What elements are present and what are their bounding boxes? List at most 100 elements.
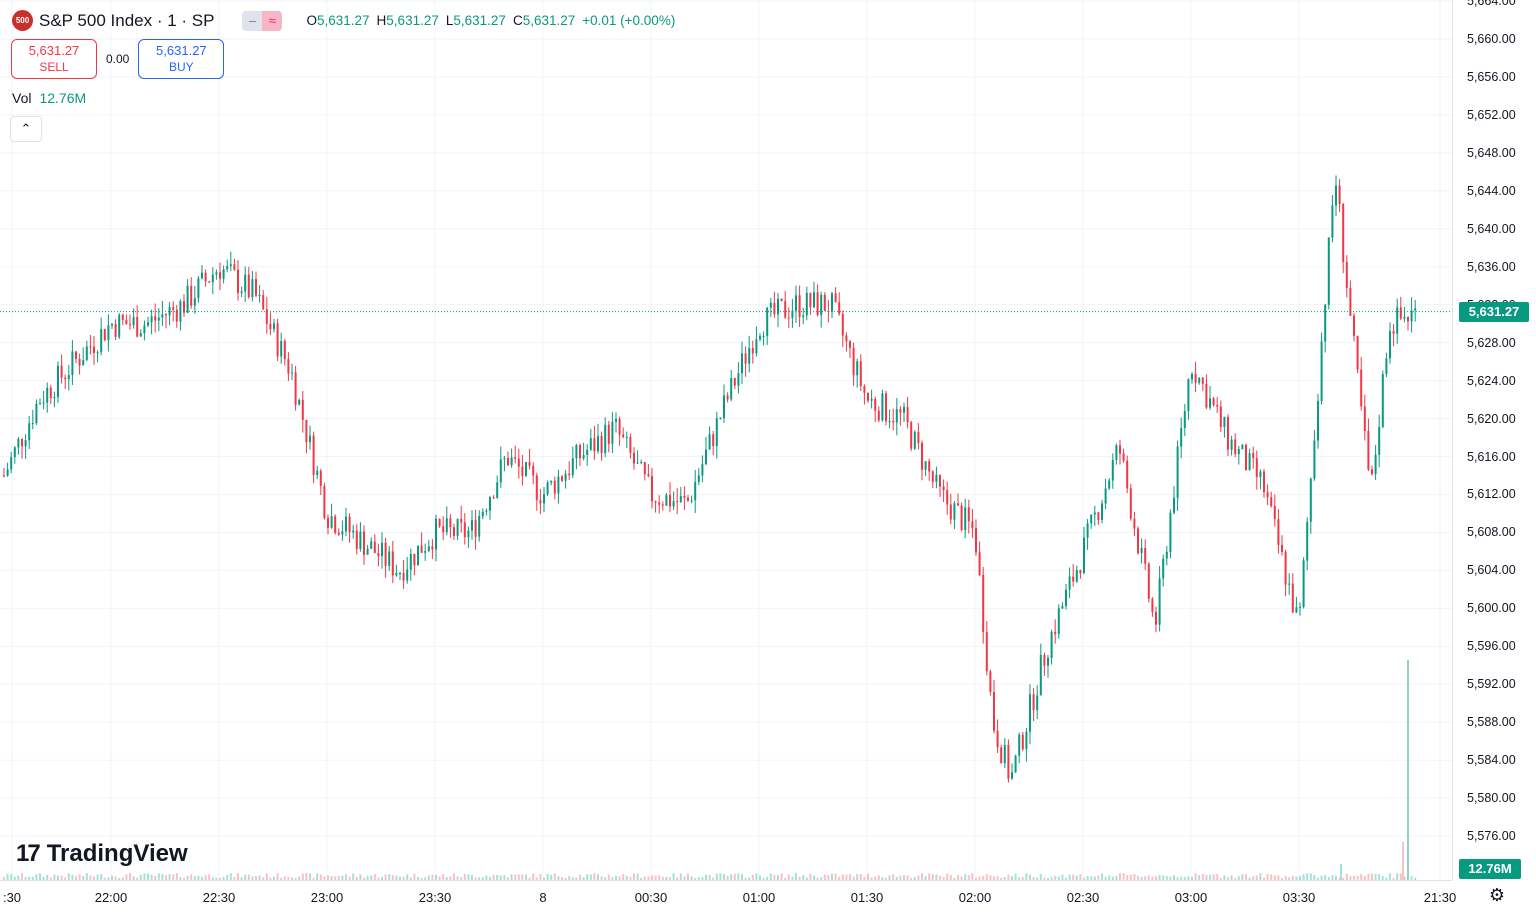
volume-bar bbox=[1025, 873, 1028, 880]
volume-bar bbox=[762, 877, 765, 880]
gear-icon[interactable]: ⚙ bbox=[1488, 884, 1506, 905]
candle-body bbox=[1374, 454, 1377, 475]
time-axis[interactable]: :30 22:00 22:30 23:00 23:30 8 00:30 01:00 01:30 0… bbox=[0, 880, 1456, 917]
sell-button[interactable]: 5,631.27 SELL bbox=[11, 39, 97, 79]
volume-bar bbox=[751, 874, 754, 880]
volume-bar bbox=[870, 877, 873, 880]
volume-bar bbox=[975, 877, 977, 880]
collapse-legend-button[interactable]: ⌃ bbox=[10, 116, 42, 142]
candle-body bbox=[813, 292, 815, 308]
candle-body bbox=[298, 399, 301, 405]
candle-body bbox=[456, 518, 459, 536]
candle-body bbox=[150, 316, 153, 323]
candle-body bbox=[129, 324, 131, 326]
volume-bar bbox=[1392, 877, 1395, 880]
volume-legend[interactable]: Vol 12.76M bbox=[12, 90, 86, 106]
symbol-logo-icon[interactable]: 500 bbox=[12, 10, 33, 31]
candle-body bbox=[1000, 747, 1003, 764]
volume-bar bbox=[813, 875, 815, 880]
candle-body bbox=[525, 462, 527, 476]
volume-bar bbox=[402, 876, 405, 880]
volume-bar bbox=[312, 877, 315, 880]
candle-body bbox=[1234, 439, 1237, 455]
candle-body bbox=[355, 530, 358, 549]
candle-body bbox=[589, 438, 592, 450]
price-tick-label: 5,608.00 bbox=[1467, 525, 1516, 540]
candle-body bbox=[1039, 654, 1042, 696]
volume-bar bbox=[1129, 874, 1132, 880]
candle-body bbox=[607, 424, 610, 444]
volume-bar bbox=[611, 877, 614, 880]
candle-body bbox=[1245, 444, 1247, 471]
volume-bar bbox=[283, 876, 286, 880]
candle-body bbox=[1291, 583, 1294, 613]
minus-icon[interactable]: – bbox=[242, 10, 263, 31]
visibility-toggle-group[interactable]: – ≈ bbox=[242, 10, 283, 31]
candle-body bbox=[838, 302, 841, 314]
volume-bar bbox=[550, 874, 553, 880]
volume-bar bbox=[622, 874, 625, 880]
volume-bar bbox=[1317, 877, 1319, 880]
volume-bar bbox=[229, 873, 232, 880]
candle-body bbox=[1378, 426, 1381, 455]
volume-bar bbox=[1097, 875, 1100, 880]
volume-bar bbox=[190, 874, 193, 880]
tradingview-logo[interactable]: 17 TradingView bbox=[16, 840, 188, 868]
candle-body bbox=[737, 373, 740, 386]
volume-bar bbox=[1119, 873, 1121, 880]
candle-body bbox=[1306, 521, 1309, 561]
candle-body bbox=[1111, 460, 1114, 481]
candle-body bbox=[49, 387, 52, 399]
ohlc-values: O5,631.27 H5,631.27 L5,631.27 C5,631.27 … bbox=[306, 13, 675, 28]
volume-bar bbox=[1227, 877, 1229, 880]
candlestick-chart[interactable] bbox=[0, 0, 1452, 880]
candle-body bbox=[1259, 471, 1262, 477]
volume-bar bbox=[233, 876, 236, 880]
candle-body bbox=[1270, 497, 1273, 507]
volume-bar bbox=[1043, 877, 1046, 880]
volume-bar bbox=[53, 874, 56, 880]
buy-button[interactable]: 5,631.27 BUY bbox=[138, 39, 225, 79]
candle-body bbox=[1090, 514, 1093, 524]
volume-bar bbox=[1327, 876, 1330, 880]
candle-body bbox=[215, 272, 218, 275]
volume-bar bbox=[269, 877, 272, 880]
candle-body bbox=[535, 475, 538, 501]
candle-body bbox=[499, 459, 502, 483]
candle-body bbox=[917, 431, 920, 443]
candle-body bbox=[363, 531, 365, 555]
candle-body bbox=[172, 307, 175, 310]
candle-body bbox=[258, 294, 261, 296]
candle-body bbox=[438, 518, 441, 527]
volume-bar bbox=[1054, 875, 1057, 880]
volume-bar bbox=[1381, 875, 1384, 880]
volume-bar bbox=[1176, 877, 1179, 880]
candle-body bbox=[251, 279, 254, 298]
candle-body bbox=[582, 455, 585, 459]
candle-body bbox=[877, 410, 880, 421]
volume-bar bbox=[1313, 874, 1316, 880]
volume-bar bbox=[521, 874, 524, 880]
volume-bar bbox=[334, 876, 337, 880]
candle-body bbox=[921, 442, 923, 470]
price-axis[interactable]: 5,664.00 5,660.00 5,656.00 5,652.00 5,648.00… bbox=[1452, 0, 1536, 880]
candle-body bbox=[931, 471, 934, 482]
price-tick-label: 5,624.00 bbox=[1467, 373, 1516, 388]
symbol-title[interactable]: S&P 500 Index · 1 · SP bbox=[39, 10, 215, 30]
volume-bar bbox=[910, 877, 913, 880]
volume-bar bbox=[240, 877, 243, 880]
approx-icon[interactable]: ≈ bbox=[262, 10, 283, 31]
spread-value: 0.00 bbox=[106, 52, 130, 66]
volume-bar bbox=[1245, 874, 1247, 880]
candle-body bbox=[885, 393, 887, 422]
chart-area[interactable] bbox=[0, 0, 1452, 880]
volume-bar bbox=[867, 873, 869, 880]
candle-body bbox=[780, 298, 783, 302]
candle-body bbox=[35, 403, 38, 424]
volume-bar bbox=[319, 874, 322, 880]
candle-body bbox=[1169, 512, 1172, 552]
volume-bar bbox=[1122, 873, 1125, 880]
candle-body bbox=[942, 486, 945, 491]
candle-body bbox=[391, 551, 394, 576]
candle-body bbox=[712, 434, 715, 446]
